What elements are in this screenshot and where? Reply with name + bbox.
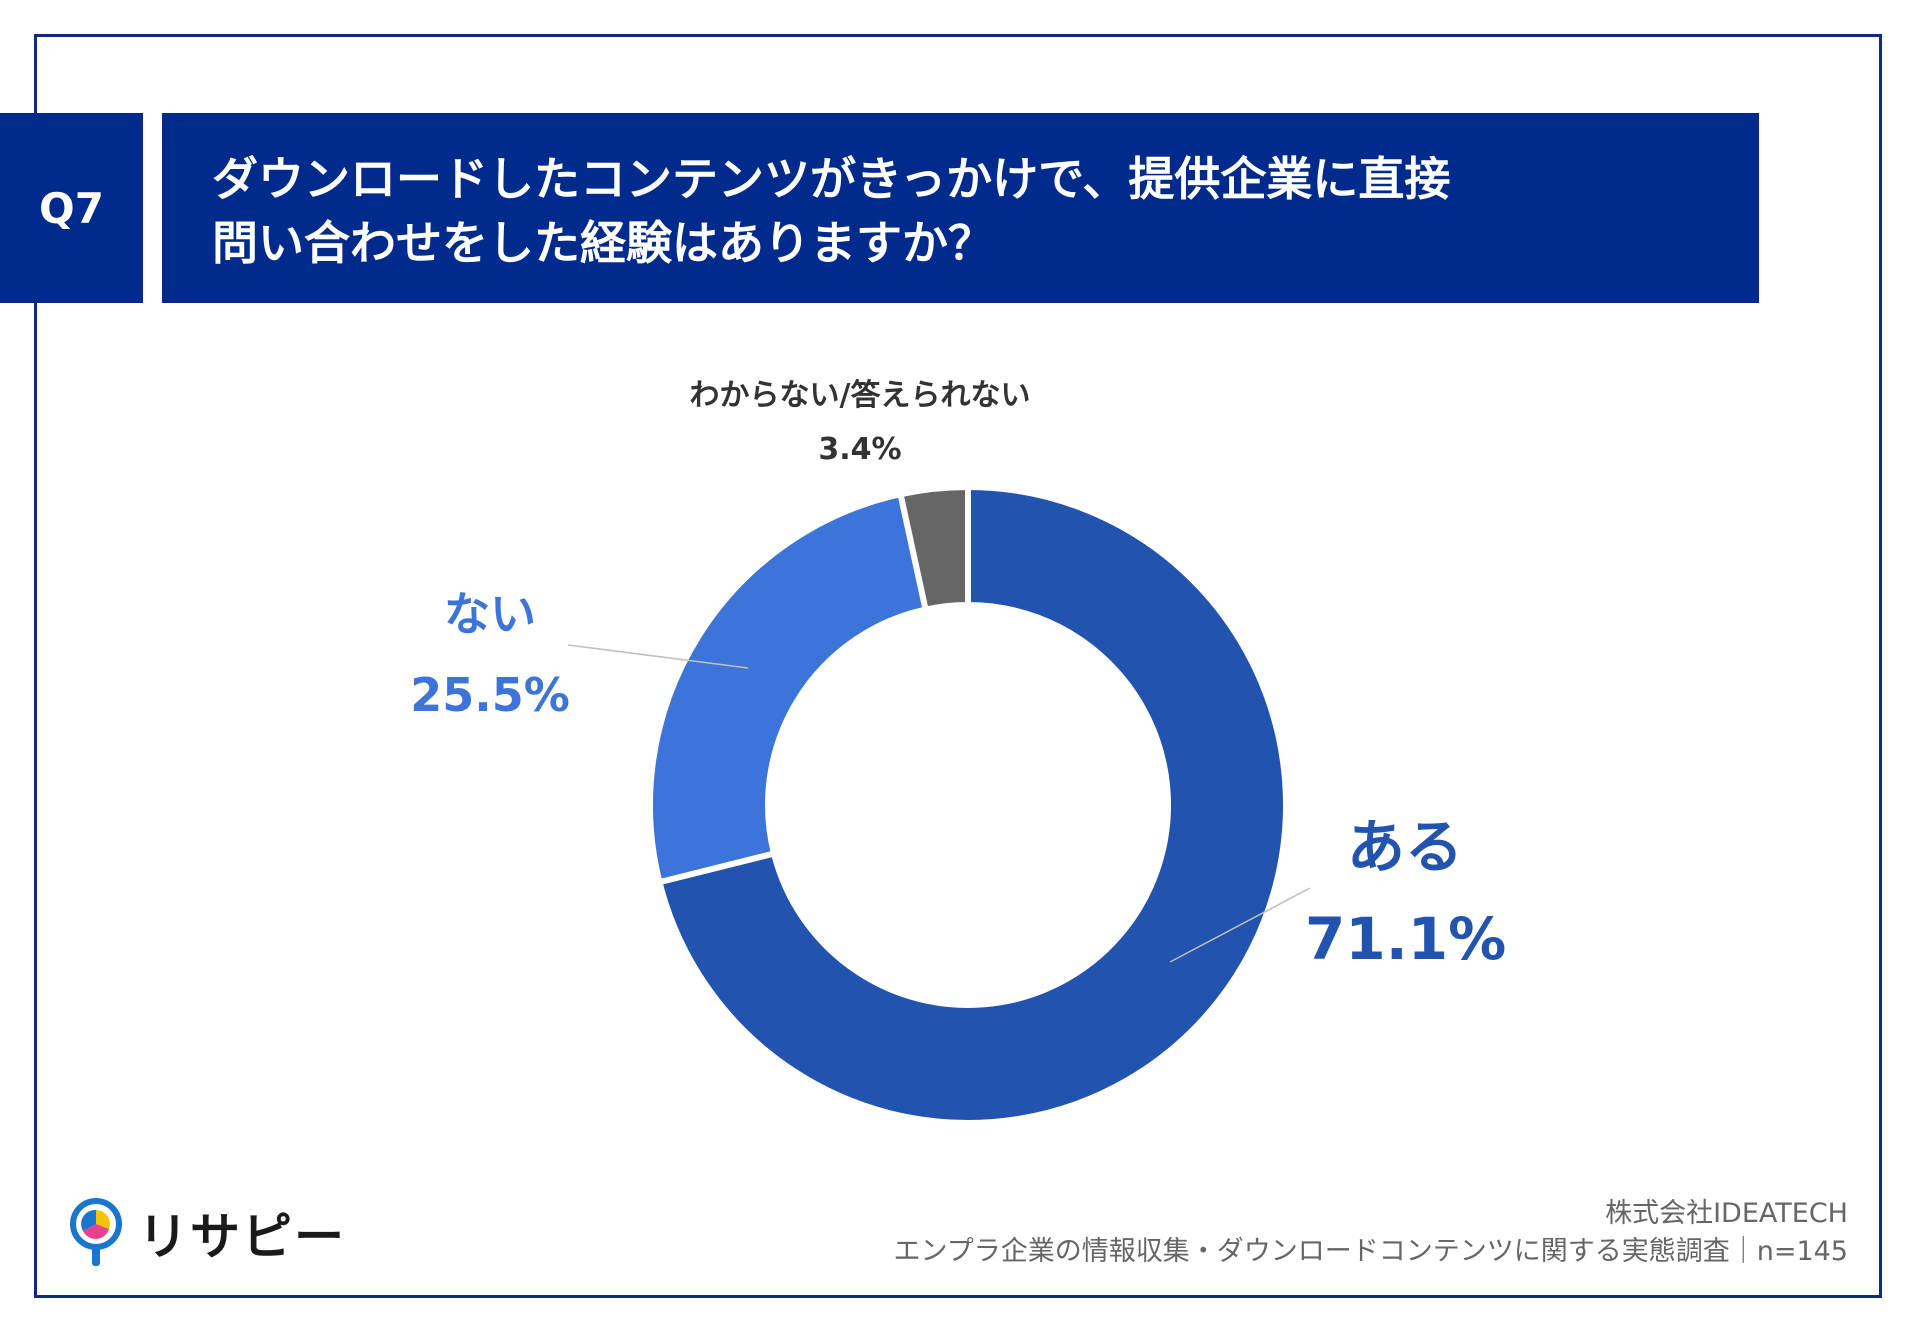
magnifier-pie-icon [70, 1198, 122, 1266]
leader-line-yes [1169, 887, 1311, 963]
question-banner: ダウンロードしたコンテンツがきっかけで、提供企業に直接 問い合わせをした経験はあ… [162, 113, 1759, 303]
slice-label-yes: ある [1346, 813, 1463, 881]
leader-line-no [567, 644, 749, 669]
question-number: Q7 [39, 183, 104, 233]
source-note: 株式会社IDEATECH エンプラ企業の情報収集・ダウンロードコンテンツに関する… [894, 1195, 1848, 1271]
content-frame [34, 34, 1882, 1298]
source-survey: エンプラ企業の情報収集・ダウンロードコンテンツに関する実態調査｜n=145 [893, 1236, 1848, 1267]
brand-logo: リサピー [68, 1198, 346, 1268]
source-company: 株式会社IDEATECH [1605, 1198, 1848, 1229]
slice-value-no: 25.5% [410, 668, 570, 722]
donut-slice-no [647, 491, 929, 886]
slice-label-dont-know: わからない/答えられない [689, 378, 1031, 413]
question-line-2: 問い合わせをした経験はありますか？ [212, 216, 994, 270]
question-number-badge: Q7 [0, 113, 143, 303]
donut-slice-yes [656, 484, 1289, 1126]
slice-value-dont-know: 3.4% [818, 432, 902, 467]
donut-slice-dont-know [897, 484, 971, 613]
brand-name: リサピー [138, 1208, 346, 1266]
question-line-1: ダウンロードしたコンテンツがきっかけで、提供企業に直接 [212, 152, 1451, 206]
slice-value-yes: 71.1% [1305, 905, 1507, 973]
slice-label-no: ない [444, 587, 536, 641]
